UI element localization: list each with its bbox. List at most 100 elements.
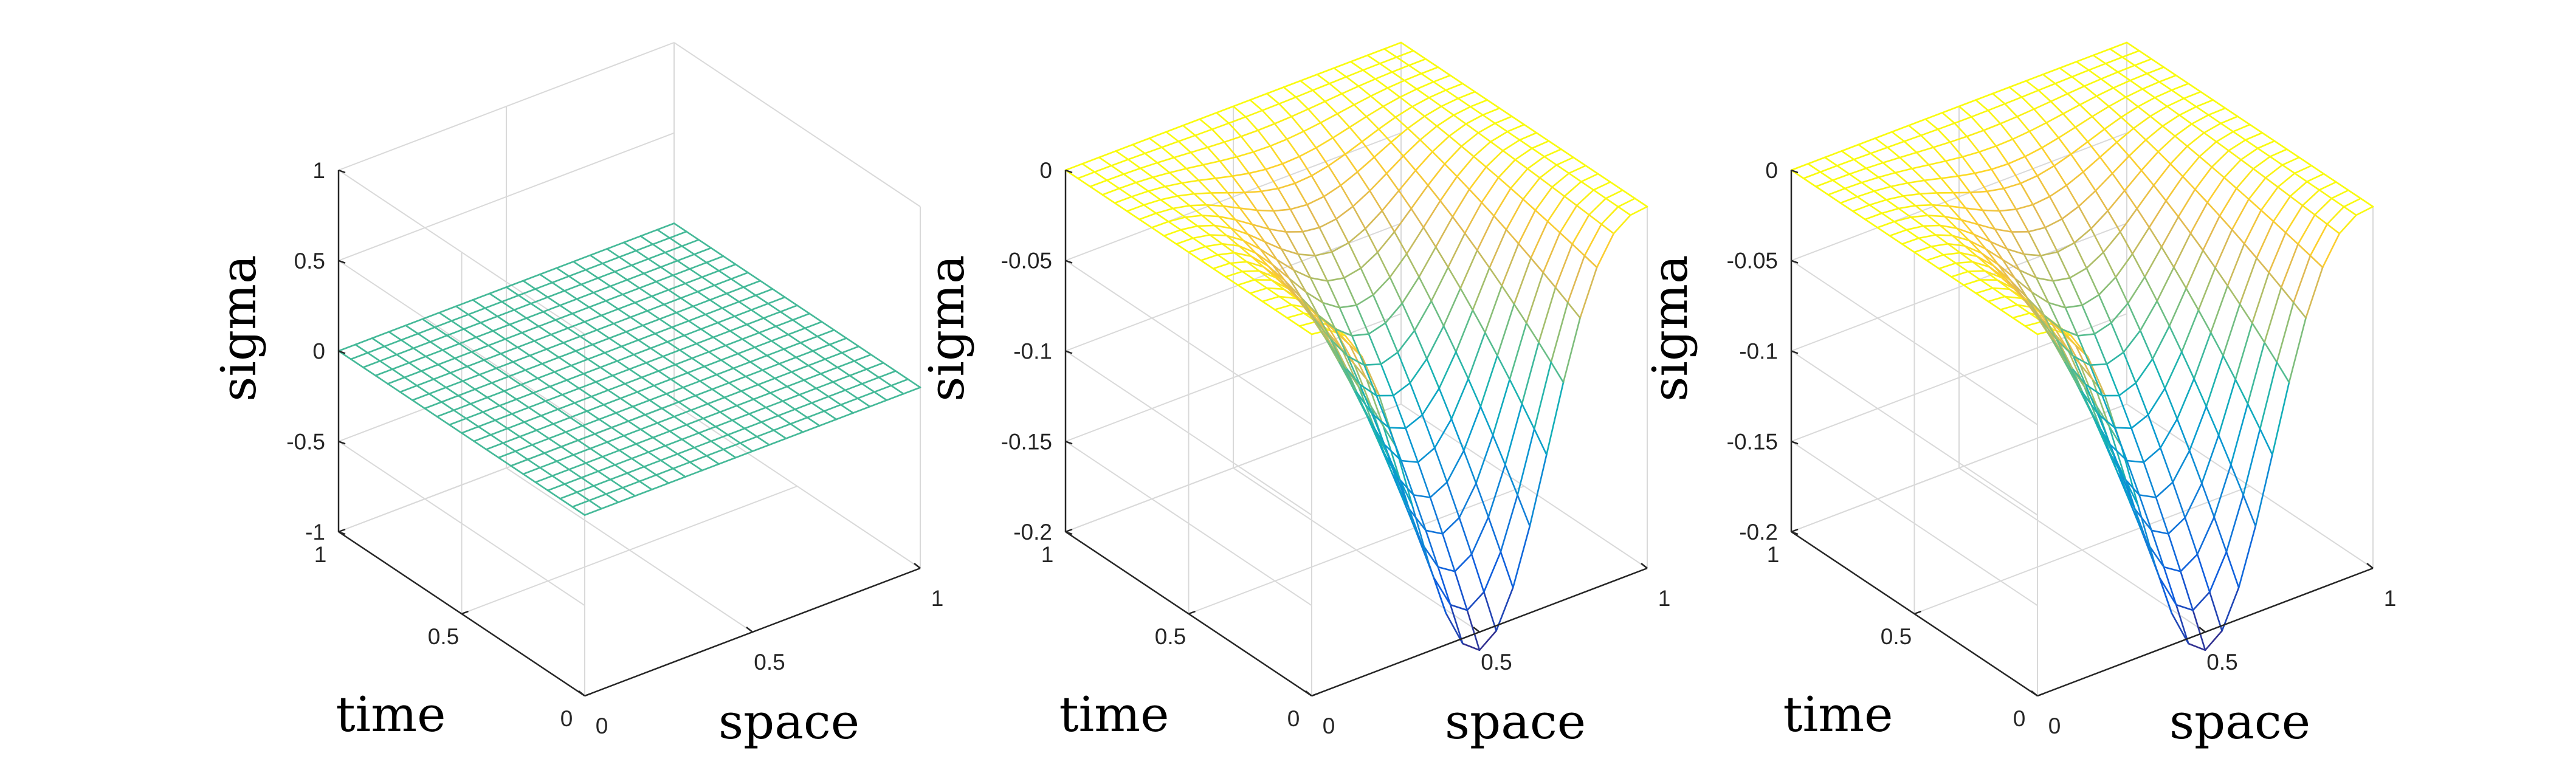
mesh-line (2140, 151, 2159, 171)
mesh-line (1266, 92, 1280, 105)
mesh-line (614, 458, 633, 466)
mesh-line (2133, 58, 2152, 66)
mesh-line (2039, 317, 2058, 340)
mesh-line (2208, 107, 2226, 116)
mesh-line (2269, 156, 2284, 166)
mesh-line (1431, 151, 1446, 165)
z-tick-label: -0.2 (1013, 520, 1052, 545)
mesh-line (1155, 212, 1169, 222)
mesh-line (1630, 205, 1648, 216)
mesh-line (1878, 171, 1896, 179)
mesh-line (1164, 182, 1183, 188)
mesh-line (1889, 229, 1907, 237)
mesh-line (2157, 151, 2172, 165)
mesh-line (2093, 333, 2108, 365)
mesh-line (1309, 277, 1324, 304)
mesh-line (1396, 56, 1410, 66)
mesh-line (1999, 210, 2013, 233)
mesh-line (1521, 342, 1540, 405)
mesh-line (1518, 242, 1532, 259)
mesh-line (2160, 418, 2178, 449)
mesh-line (715, 419, 734, 428)
mesh-line (691, 351, 710, 359)
mesh-line (803, 379, 818, 390)
mesh-line (1455, 309, 1474, 353)
mesh-line (457, 394, 472, 405)
mesh-line (1205, 204, 1220, 218)
z-tick-mark (1065, 531, 1073, 535)
mesh-line (2225, 494, 2244, 553)
mesh-line (2330, 198, 2345, 208)
mesh-line (2214, 267, 2229, 287)
mesh-line (729, 330, 743, 340)
mesh-line (2202, 215, 2221, 252)
mesh-line (1952, 191, 1967, 209)
mesh-line (2199, 156, 2213, 168)
mesh-line (659, 453, 678, 461)
mesh-line (635, 443, 650, 453)
mesh-line (1333, 67, 1348, 78)
mesh-line (841, 352, 855, 362)
mesh-line (2154, 97, 2168, 108)
grid-line (1791, 441, 2038, 607)
mesh-line (760, 421, 775, 431)
mesh-line (823, 410, 838, 421)
mesh-line (2081, 294, 2100, 306)
mesh-line (585, 462, 599, 472)
mesh-line (1959, 252, 1974, 263)
mesh-line (2237, 115, 2251, 126)
mesh-line (2156, 266, 2175, 302)
mesh-line (541, 356, 560, 365)
mesh-line (1228, 116, 1247, 124)
mesh-line (1331, 251, 1345, 279)
mesh-line (673, 409, 692, 418)
mesh-line (637, 332, 656, 341)
mesh-line (2108, 96, 2127, 108)
mesh-line (605, 294, 624, 302)
mesh-line (2012, 138, 2026, 157)
mesh-line (1972, 233, 1991, 243)
mesh-line (2128, 155, 2143, 171)
mesh-line (1393, 207, 1412, 233)
mesh-line (1245, 109, 1264, 118)
mesh-line (698, 425, 717, 434)
mesh-line (1216, 112, 1230, 124)
mesh-line (1617, 205, 1631, 216)
mesh-line (1458, 517, 1473, 555)
mesh-line (1244, 191, 1258, 211)
mesh-line (2129, 80, 2144, 90)
mesh-line (1357, 78, 1376, 88)
mesh-line (1425, 58, 1439, 68)
mesh-line (1975, 99, 1989, 111)
mesh-line (2149, 105, 2168, 117)
mesh-line (534, 288, 549, 298)
mesh-line (2076, 335, 2091, 366)
mesh-line (606, 441, 621, 452)
mesh-line (819, 373, 834, 383)
mesh-line (2084, 383, 2099, 415)
mesh-line (1571, 214, 1590, 246)
mesh-line (1335, 205, 1354, 220)
mesh-line (1365, 378, 1385, 427)
mesh-line (2055, 338, 2070, 365)
mesh-line (1252, 224, 1266, 243)
mesh-line (715, 374, 730, 384)
mesh-line (2129, 502, 2144, 534)
mesh-line (1954, 116, 1972, 124)
mesh-line (2000, 309, 2014, 319)
mesh-line (835, 412, 854, 421)
mesh-line (520, 383, 534, 394)
mesh-line (856, 397, 871, 408)
mesh-line (2138, 494, 2152, 532)
mesh-line (1831, 173, 1850, 181)
mesh-line (574, 343, 594, 352)
mesh-line (2166, 97, 2185, 108)
mesh-line (539, 273, 553, 284)
mesh-line (559, 298, 578, 306)
mesh-line (784, 296, 798, 306)
mesh-line (2075, 115, 2093, 128)
mesh-line (639, 428, 654, 439)
mesh-line (1360, 267, 1374, 296)
mesh-line (1322, 301, 1336, 330)
mesh-line (577, 433, 596, 441)
